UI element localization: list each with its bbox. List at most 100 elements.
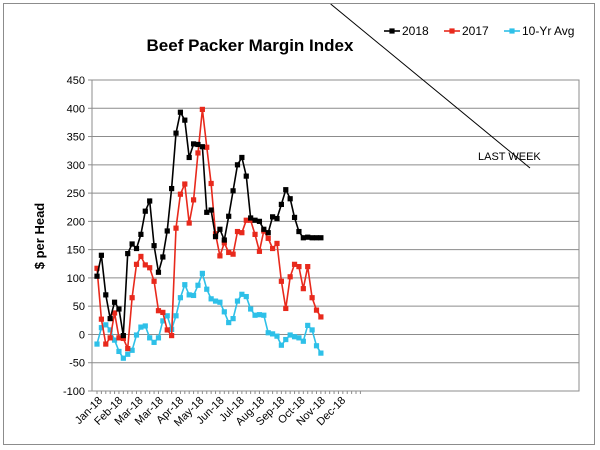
data-point-2017 (186, 220, 192, 226)
data-point-2017 (296, 264, 302, 270)
legend-label: 10-Yr Avg (522, 24, 574, 38)
y-tick-label: 400 (67, 103, 85, 115)
data-point-2017 (309, 295, 315, 301)
data-point-2017 (151, 278, 157, 284)
data-point-10-yr-avg (212, 298, 219, 304)
data-point-2018 (103, 292, 109, 298)
data-point-10-yr-avg (318, 350, 324, 356)
data-point-2018 (270, 214, 276, 220)
legend-swatch-marker (509, 28, 515, 34)
data-point-2018 (190, 141, 197, 147)
data-point-10-yr-avg (283, 336, 289, 343)
data-point-2017 (94, 265, 100, 271)
data-point-10-yr-avg (261, 312, 267, 318)
data-point-10-yr-avg (243, 293, 249, 300)
annotation-arrow (330, 4, 531, 169)
data-point-2017 (199, 106, 205, 113)
data-point-2017 (234, 228, 241, 235)
data-point-2017 (195, 150, 201, 156)
data-point-10-yr-avg (186, 292, 192, 298)
data-point-10-yr-avg (296, 335, 302, 341)
data-point-2018 (274, 215, 280, 222)
data-point-2017 (120, 335, 126, 342)
data-point-10-yr-avg (129, 347, 135, 353)
data-point-2018 (313, 235, 320, 241)
data-point-2017 (169, 332, 175, 339)
data-point-2017 (278, 278, 284, 284)
data-point-10-yr-avg (217, 299, 223, 305)
data-point-10-yr-avg (182, 282, 188, 288)
data-point-2018 (173, 130, 179, 136)
data-point-10-yr-avg (309, 327, 315, 333)
data-point-10-yr-avg (94, 341, 100, 347)
legend-label: 2018 (402, 24, 429, 38)
data-point-10-yr-avg (270, 331, 276, 337)
data-point-2018 (111, 299, 118, 305)
data-point-2017 (98, 316, 104, 322)
data-point-10-yr-avg (230, 316, 236, 322)
data-point-2017 (142, 262, 148, 268)
data-point-10-yr-avg (274, 333, 280, 339)
data-point-10-yr-avg (107, 327, 113, 333)
legend-label: 2017 (462, 24, 489, 38)
data-point-2017 (300, 286, 306, 292)
data-point-2017 (221, 240, 227, 246)
data-point-10-yr-avg (111, 337, 118, 343)
legend-swatch-marker (389, 28, 395, 34)
data-point-2018 (309, 235, 315, 241)
data-point-2018 (125, 250, 131, 257)
chart-title: Beef Packer Margin Index (147, 36, 354, 55)
data-point-10-yr-avg (177, 295, 184, 301)
data-point-10-yr-avg (142, 323, 148, 329)
data-point-2017 (129, 295, 135, 301)
data-point-2018 (155, 269, 162, 275)
data-point-2017 (155, 308, 162, 314)
data-point-2017 (226, 249, 232, 256)
legend-item-2017: 2017 (444, 24, 489, 38)
data-point-2017 (305, 264, 311, 270)
plot-area (91, 79, 580, 392)
data-point-10-yr-avg (208, 296, 214, 302)
data-point-10-yr-avg (221, 309, 227, 315)
data-point-10-yr-avg (305, 322, 311, 329)
data-point-10-yr-avg (248, 306, 254, 312)
y-axis-label: $ per Head (32, 203, 47, 270)
data-point-2017 (164, 327, 170, 333)
data-point-2017 (173, 225, 179, 231)
data-point-2017 (147, 265, 153, 271)
data-point-2018 (230, 188, 236, 194)
data-point-2018 (177, 109, 184, 115)
data-point-2017 (217, 253, 223, 259)
data-point-2018 (226, 213, 232, 219)
data-point-10-yr-avg (278, 342, 284, 348)
y-tick-label: 200 (67, 216, 85, 228)
data-point-2018 (248, 215, 254, 221)
data-point-2018 (94, 273, 100, 279)
data-point-2017 (239, 230, 245, 236)
data-point-2018 (164, 228, 170, 234)
data-point-10-yr-avg (151, 339, 157, 345)
data-point-10-yr-avg (291, 334, 298, 340)
data-point-2018 (195, 141, 201, 148)
data-point-2018 (204, 209, 210, 215)
data-point-10-yr-avg (252, 312, 258, 318)
data-point-2017 (133, 261, 140, 267)
data-point-10-yr-avg (147, 335, 153, 341)
data-point-2018 (133, 245, 140, 252)
data-point-10-yr-avg (199, 270, 205, 276)
y-tick-label: -50 (69, 358, 85, 370)
data-point-2018 (186, 154, 192, 161)
y-tick-label: 0 (79, 329, 85, 341)
data-point-10-yr-avg (138, 324, 144, 330)
data-point-2018 (116, 306, 122, 312)
data-point-2018 (287, 196, 293, 202)
data-point-2017 (111, 310, 118, 316)
data-point-2018 (318, 235, 324, 241)
data-point-2018 (107, 316, 113, 322)
data-point-10-yr-avg (204, 286, 210, 292)
data-point-10-yr-avg (133, 332, 140, 338)
data-point-2017 (313, 307, 320, 313)
y-tick-label: 250 (67, 188, 85, 200)
data-point-2018 (120, 332, 126, 339)
y-tick-label: 450 (67, 75, 85, 87)
